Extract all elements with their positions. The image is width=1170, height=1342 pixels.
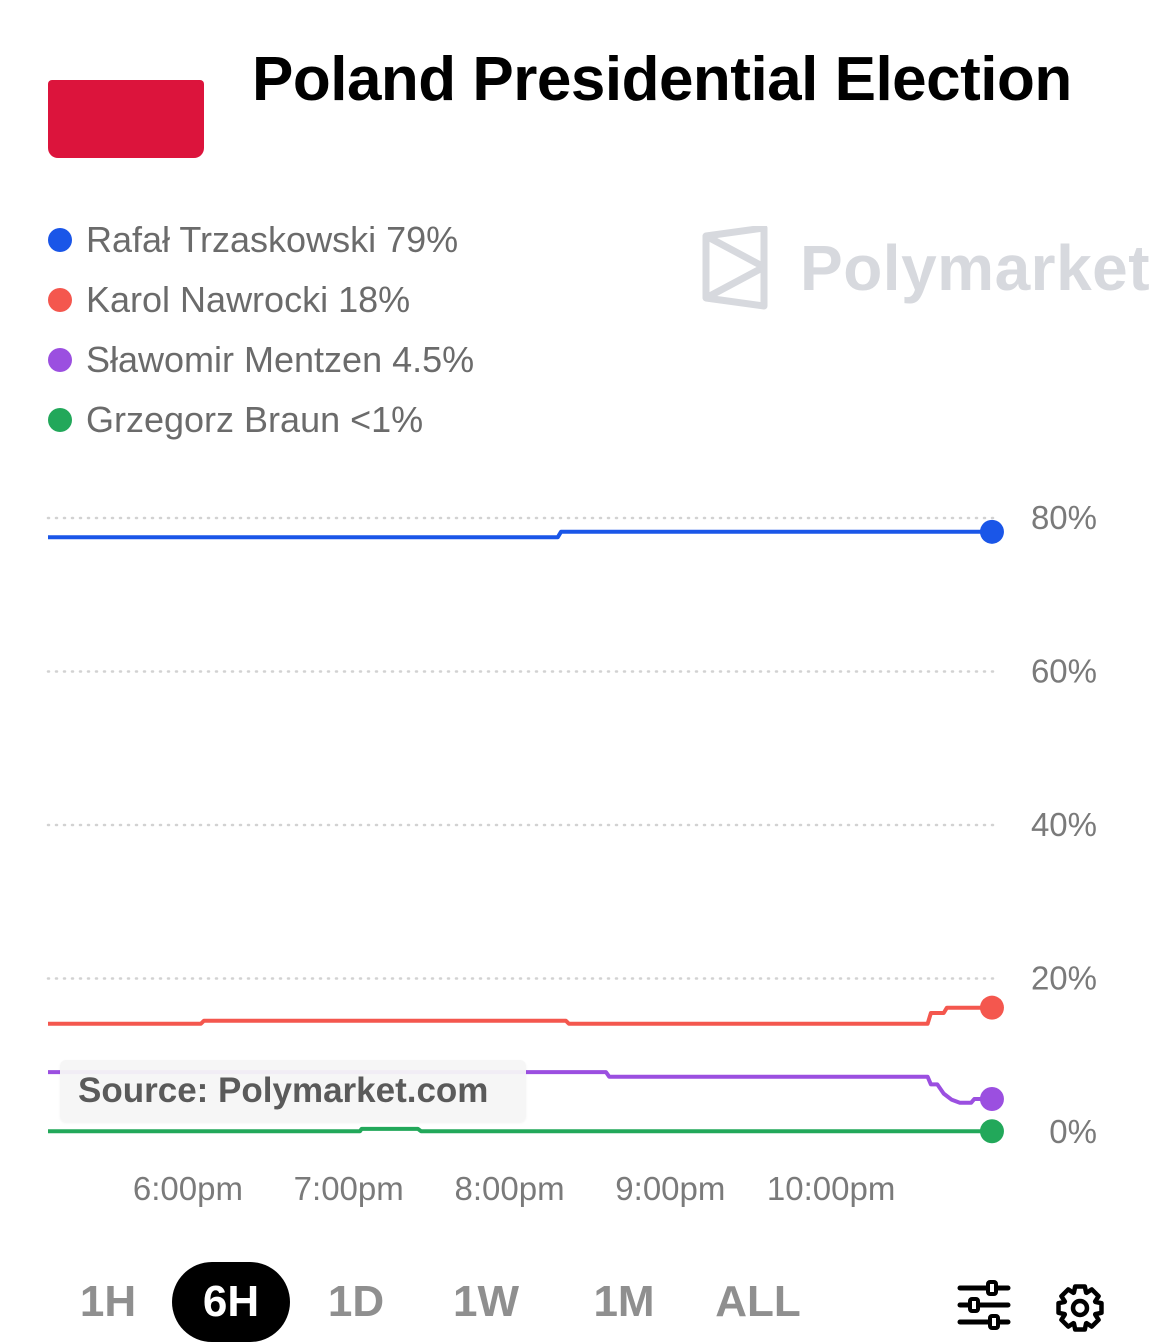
price-history-chart: 80% 60% 40% 20% 0% 6:00pm 7:00pm 8:00pm 9:00pm 1…	[46, 499, 1097, 1207]
range-1m-button[interactable]: 1M	[593, 1277, 655, 1326]
chart-series	[48, 529, 992, 1134]
legend: Rafał Trzaskowski 79% Karol Nawrocki 18%…	[48, 210, 474, 450]
chart-end-dots	[979, 519, 1004, 1144]
source-label: Source: Polymarket.com	[60, 1060, 526, 1122]
legend-dot-icon	[48, 408, 72, 432]
series-line	[48, 1126, 992, 1134]
x-tick-label: 6:00pm	[133, 1170, 243, 1207]
range-6h-button[interactable]: 6H	[172, 1262, 290, 1342]
polymarket-watermark: Polymarket	[700, 226, 1150, 310]
legend-label: Rafał Trzaskowski 79%	[86, 219, 459, 260]
y-tick-label: 80%	[1031, 499, 1097, 536]
series-end-dot	[979, 1086, 1004, 1111]
x-tick-label: 7:00pm	[294, 1170, 404, 1207]
page-title: Poland Presidential Election	[252, 45, 1072, 114]
x-tick-label: 9:00pm	[615, 1170, 725, 1207]
legend-item-nawrocki: Karol Nawrocki 18%	[48, 270, 474, 330]
polymarket-logo-icon	[702, 226, 768, 310]
legend-dot-icon	[48, 288, 72, 312]
legend-dot-icon	[48, 228, 72, 252]
chart-grid	[46, 516, 1002, 980]
gear-icon[interactable]	[1054, 1282, 1106, 1334]
x-tick-label: 8:00pm	[454, 1170, 564, 1207]
x-tick-label: 10:00pm	[767, 1170, 895, 1207]
legend-label: Grzegorz Braun <1%	[86, 399, 424, 440]
y-tick-label: 0%	[1049, 1113, 1097, 1150]
range-all-button[interactable]: ALL	[715, 1277, 801, 1326]
legend-item-braun: Grzegorz Braun <1%	[48, 390, 474, 450]
legend-item-mentzen: Sławomir Mentzen 4.5%	[48, 330, 474, 390]
x-axis-ticks: 6:00pm 7:00pm 8:00pm 9:00pm 10:00pm	[133, 1170, 896, 1207]
legend-label: Karol Nawrocki 18%	[86, 279, 411, 320]
series-line	[48, 529, 992, 540]
y-tick-label: 60%	[1031, 653, 1097, 690]
series-end-dot	[979, 995, 1004, 1020]
series-line	[48, 1005, 992, 1026]
y-axis-ticks: 80% 60% 40% 20% 0%	[1031, 499, 1097, 1150]
series-end-dot	[979, 1119, 1004, 1144]
series-line	[48, 1070, 992, 1105]
legend-label: Sławomir Mentzen 4.5%	[86, 339, 475, 380]
legend-item-trzaskowski: Rafał Trzaskowski 79%	[48, 210, 474, 270]
range-1w-button[interactable]: 1W	[453, 1277, 519, 1326]
range-1d-button[interactable]: 1D	[327, 1277, 385, 1326]
sliders-icon[interactable]	[956, 1280, 1012, 1330]
series-end-dot	[979, 519, 1004, 544]
poland-flag-icon	[48, 80, 204, 158]
y-tick-label: 40%	[1031, 806, 1097, 843]
legend-dot-icon	[48, 348, 72, 372]
brand-name: Polymarket	[800, 232, 1151, 304]
y-tick-label: 20%	[1031, 960, 1097, 997]
range-1h-button[interactable]: 1H	[79, 1277, 137, 1326]
